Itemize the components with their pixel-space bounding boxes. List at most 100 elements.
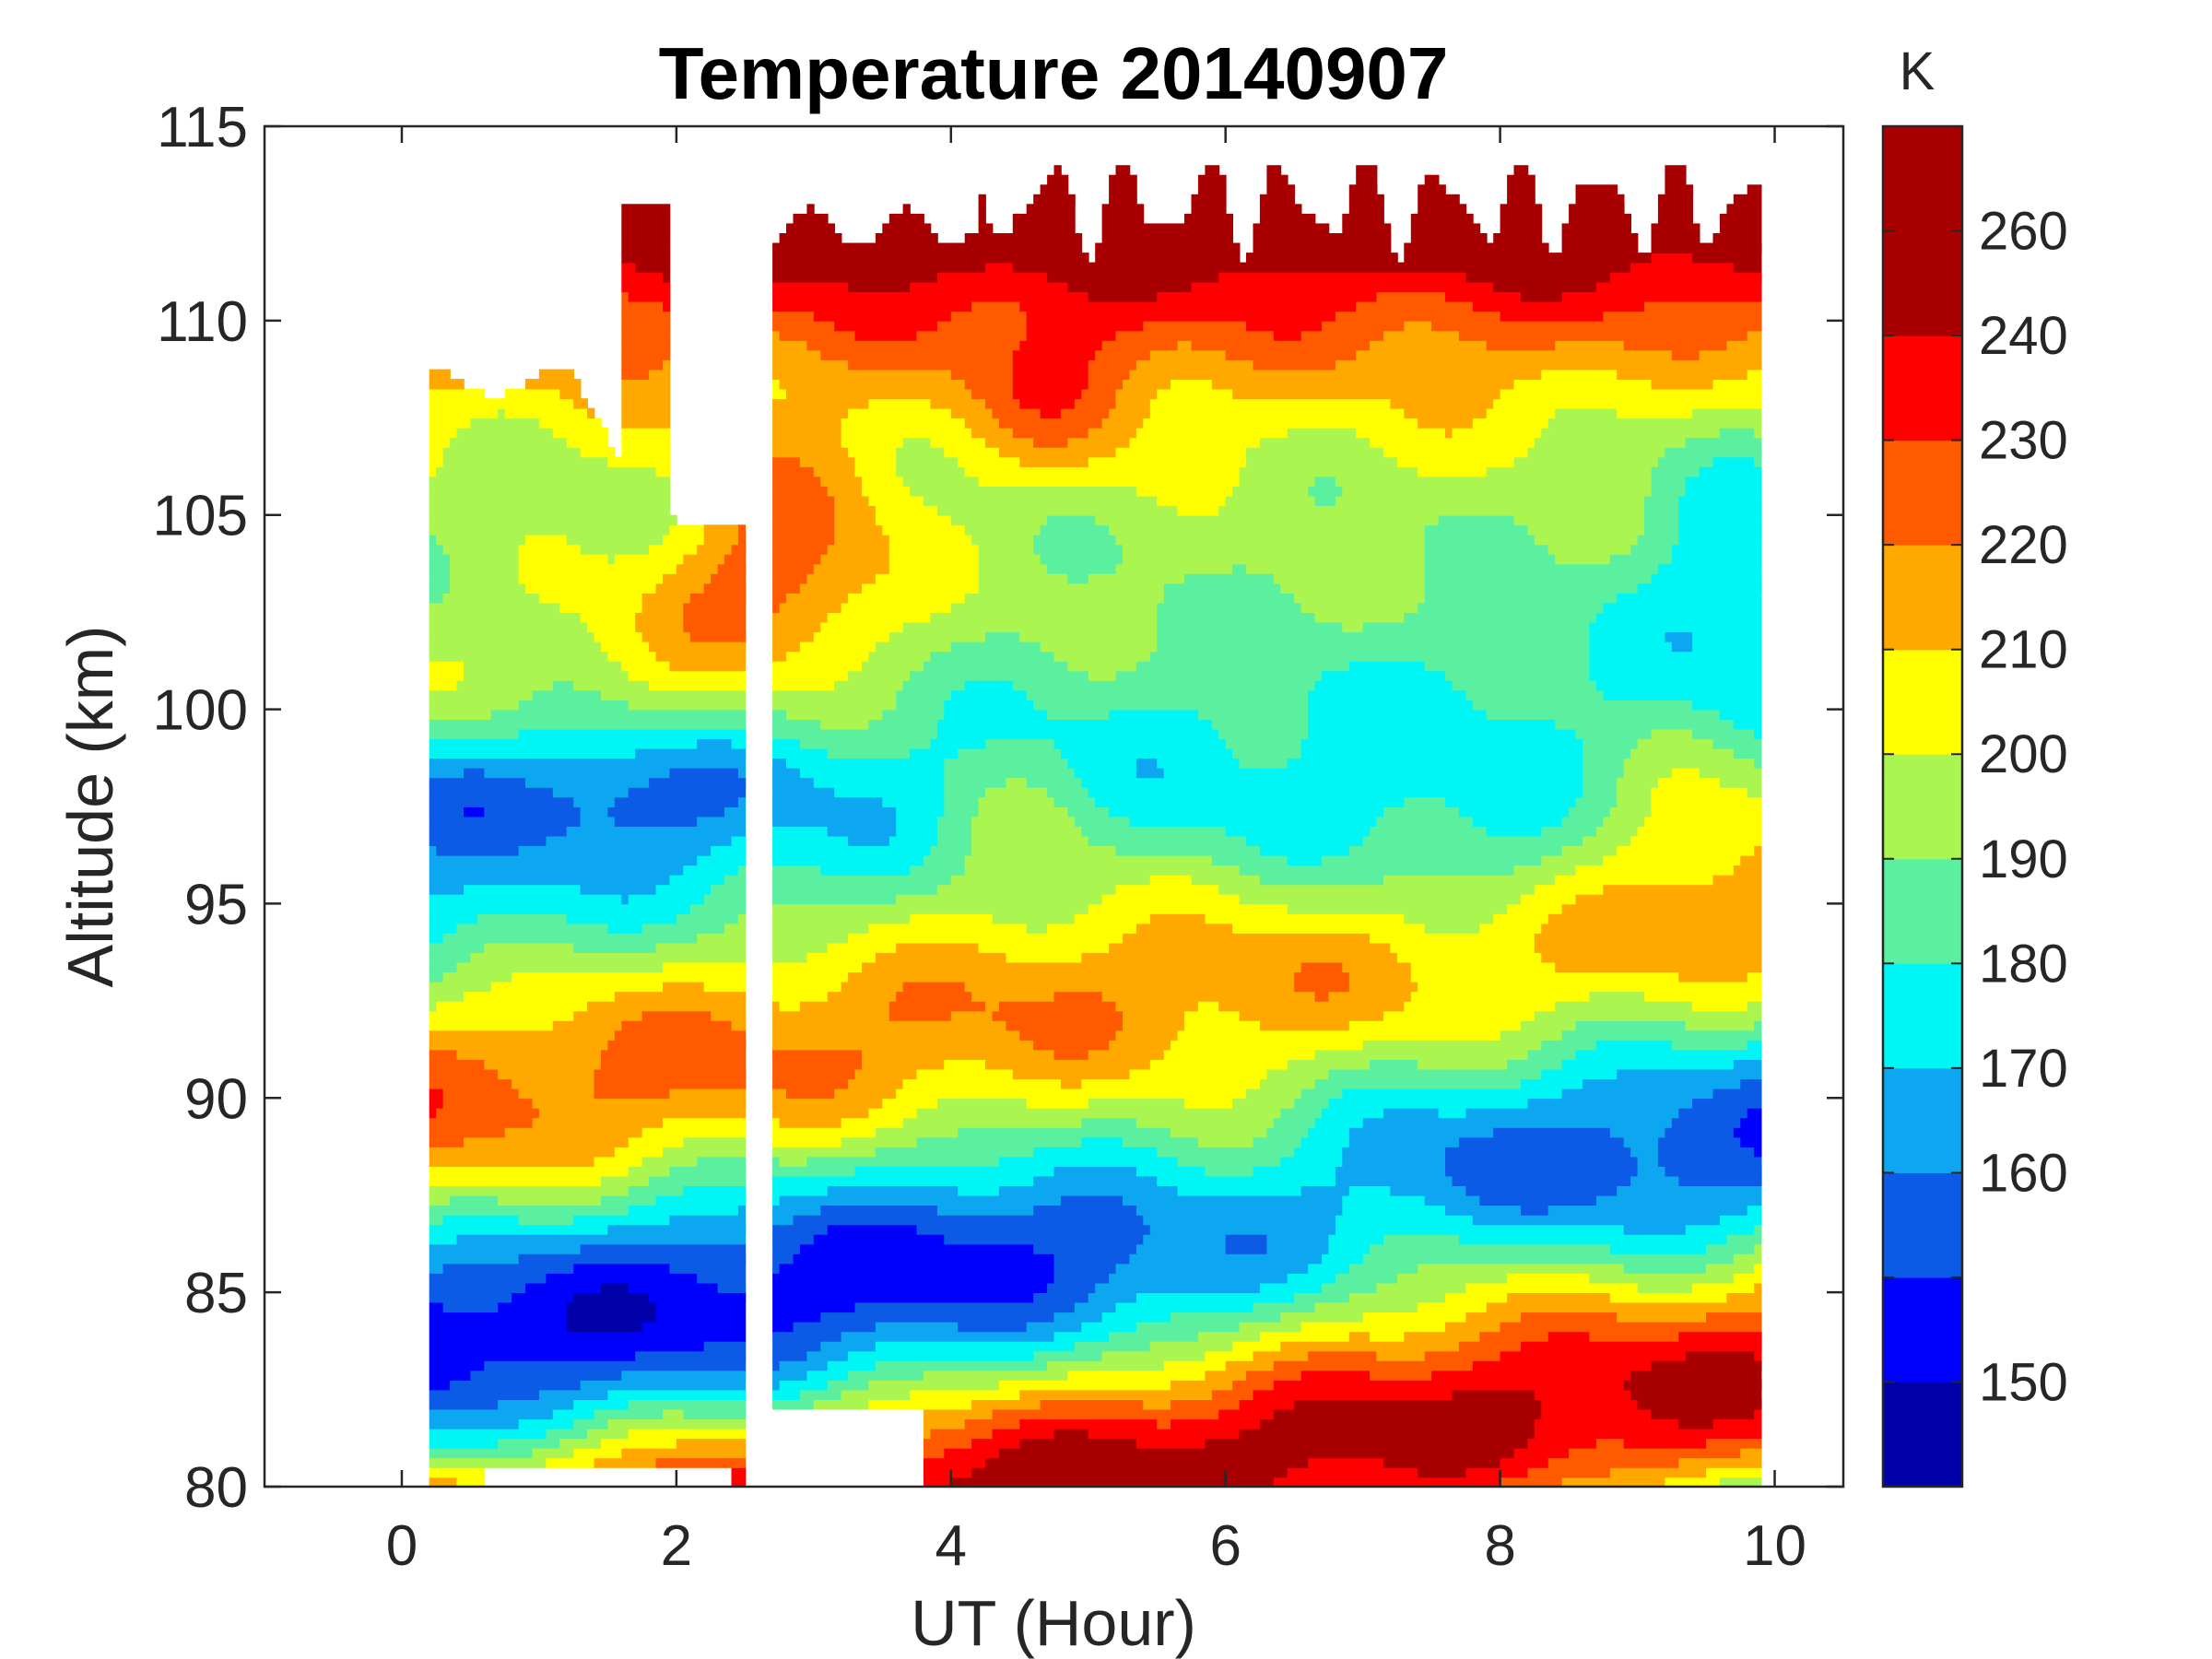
contour-cell	[772, 407, 849, 419]
contour-cell	[641, 602, 685, 613]
contour-cell	[737, 524, 747, 535]
contour-cell	[1410, 971, 1680, 982]
contour-cell	[1644, 300, 1762, 312]
contour-cell	[1026, 320, 1145, 332]
contour-cell	[772, 1331, 842, 1342]
contour-cell	[1362, 1312, 1467, 1323]
contour-cell	[971, 534, 1034, 546]
contour-cell	[1053, 1273, 1110, 1284]
contour-cell	[1671, 641, 1693, 653]
contour-cell	[1115, 845, 1261, 856]
contour-cell	[655, 651, 747, 662]
contour-cell	[936, 835, 972, 846]
contour-cell	[1308, 1126, 1350, 1138]
contour-cell	[1541, 1399, 1639, 1410]
contour-cell	[1348, 194, 1384, 206]
contour-cell	[1053, 991, 1103, 1002]
contour-cell	[600, 641, 650, 653]
contour-cell	[669, 767, 739, 779]
contour-cell	[813, 563, 890, 574]
contour-cell	[848, 281, 911, 293]
contour-cell	[429, 971, 444, 982]
contour-cell	[1665, 1477, 1721, 1487]
contour-cell	[1583, 738, 1639, 749]
contour-cell	[1012, 388, 1083, 400]
contour-cell	[964, 524, 1041, 535]
contour-cell	[442, 971, 512, 982]
contour-cell	[429, 514, 677, 526]
contour-cell	[1101, 1350, 1206, 1361]
contour-cell	[1348, 971, 1412, 982]
chart-title: Temperature 20140907	[659, 32, 1449, 114]
contour-cell	[1314, 495, 1336, 506]
colorbar-tick-label: 170	[1979, 1039, 2068, 1099]
contour-cell	[786, 593, 849, 604]
contour-cell	[1115, 1030, 1179, 1041]
contour-cell	[848, 835, 890, 846]
contour-cell	[1088, 1292, 1137, 1303]
contour-cell	[429, 952, 472, 963]
contour-cell	[1370, 1370, 1432, 1381]
contour-cell	[1657, 1147, 1756, 1158]
contour-cell	[1314, 1078, 1522, 1089]
contour-cell	[924, 495, 1159, 506]
contour-cell	[1644, 991, 1762, 1002]
contour-cell	[429, 747, 636, 759]
contour-cell	[429, 651, 609, 662]
contour-cell	[1294, 971, 1350, 982]
contour-cell	[641, 631, 691, 642]
contour-cell	[978, 213, 986, 225]
contour-cell	[910, 1389, 1021, 1400]
contour-cell	[1418, 466, 1488, 477]
contour-cell	[1163, 1049, 1316, 1060]
contour-cell	[1617, 777, 1659, 788]
contour-cell	[1678, 1107, 1748, 1119]
contour-cell	[429, 1078, 512, 1089]
contour-cell	[649, 1292, 747, 1303]
contour-cell	[1101, 418, 1145, 429]
contour-cell	[429, 1136, 465, 1147]
contour-cell	[1370, 933, 1535, 944]
contour-cell	[799, 641, 877, 653]
contour-cell	[1555, 961, 1762, 973]
contour-cell	[429, 621, 588, 633]
contour-cell	[429, 923, 458, 934]
contour-cell	[1259, 874, 1384, 886]
contour-cell	[1651, 466, 1700, 477]
contour-cell	[1589, 651, 1762, 662]
contour-cell	[1370, 1331, 1406, 1342]
contour-cell	[1047, 1359, 1165, 1371]
contour-cell	[429, 1166, 629, 1177]
contour-cell	[1294, 593, 1426, 604]
colorbar-tick-label: 180	[1979, 934, 2068, 994]
contour-cell	[875, 641, 952, 653]
contour-cell	[1033, 437, 1069, 448]
contour-cell	[1143, 1233, 1227, 1245]
contour-cell	[683, 621, 747, 633]
contour-cell	[1575, 893, 1762, 905]
contour-cell	[1218, 1000, 1406, 1012]
contour-cell	[978, 553, 1041, 565]
contour-cell	[429, 1359, 486, 1371]
contour-cell	[1239, 1321, 1302, 1333]
contour-cell	[1410, 961, 1557, 973]
contour-cell	[1527, 1098, 1693, 1109]
contour-cell	[464, 670, 629, 681]
contour-cell	[1322, 1282, 1378, 1293]
plot-frame	[263, 124, 1845, 1488]
contour-cell	[772, 981, 842, 993]
contour-cell	[1149, 398, 1392, 409]
contour-cell	[930, 651, 1055, 662]
contour-cell	[827, 826, 898, 837]
contour-cell	[998, 418, 1103, 429]
contour-cell	[1609, 806, 1653, 818]
contour-cell	[1719, 223, 1762, 234]
contour-cell	[621, 204, 671, 215]
contour-cell	[1603, 602, 1762, 613]
contour-cell	[724, 874, 747, 886]
contour-cell	[711, 884, 747, 895]
contour-cell	[621, 242, 671, 253]
contour-cell	[552, 786, 629, 798]
contour-cell	[1211, 1389, 1254, 1400]
contour-cell	[1630, 262, 1735, 273]
